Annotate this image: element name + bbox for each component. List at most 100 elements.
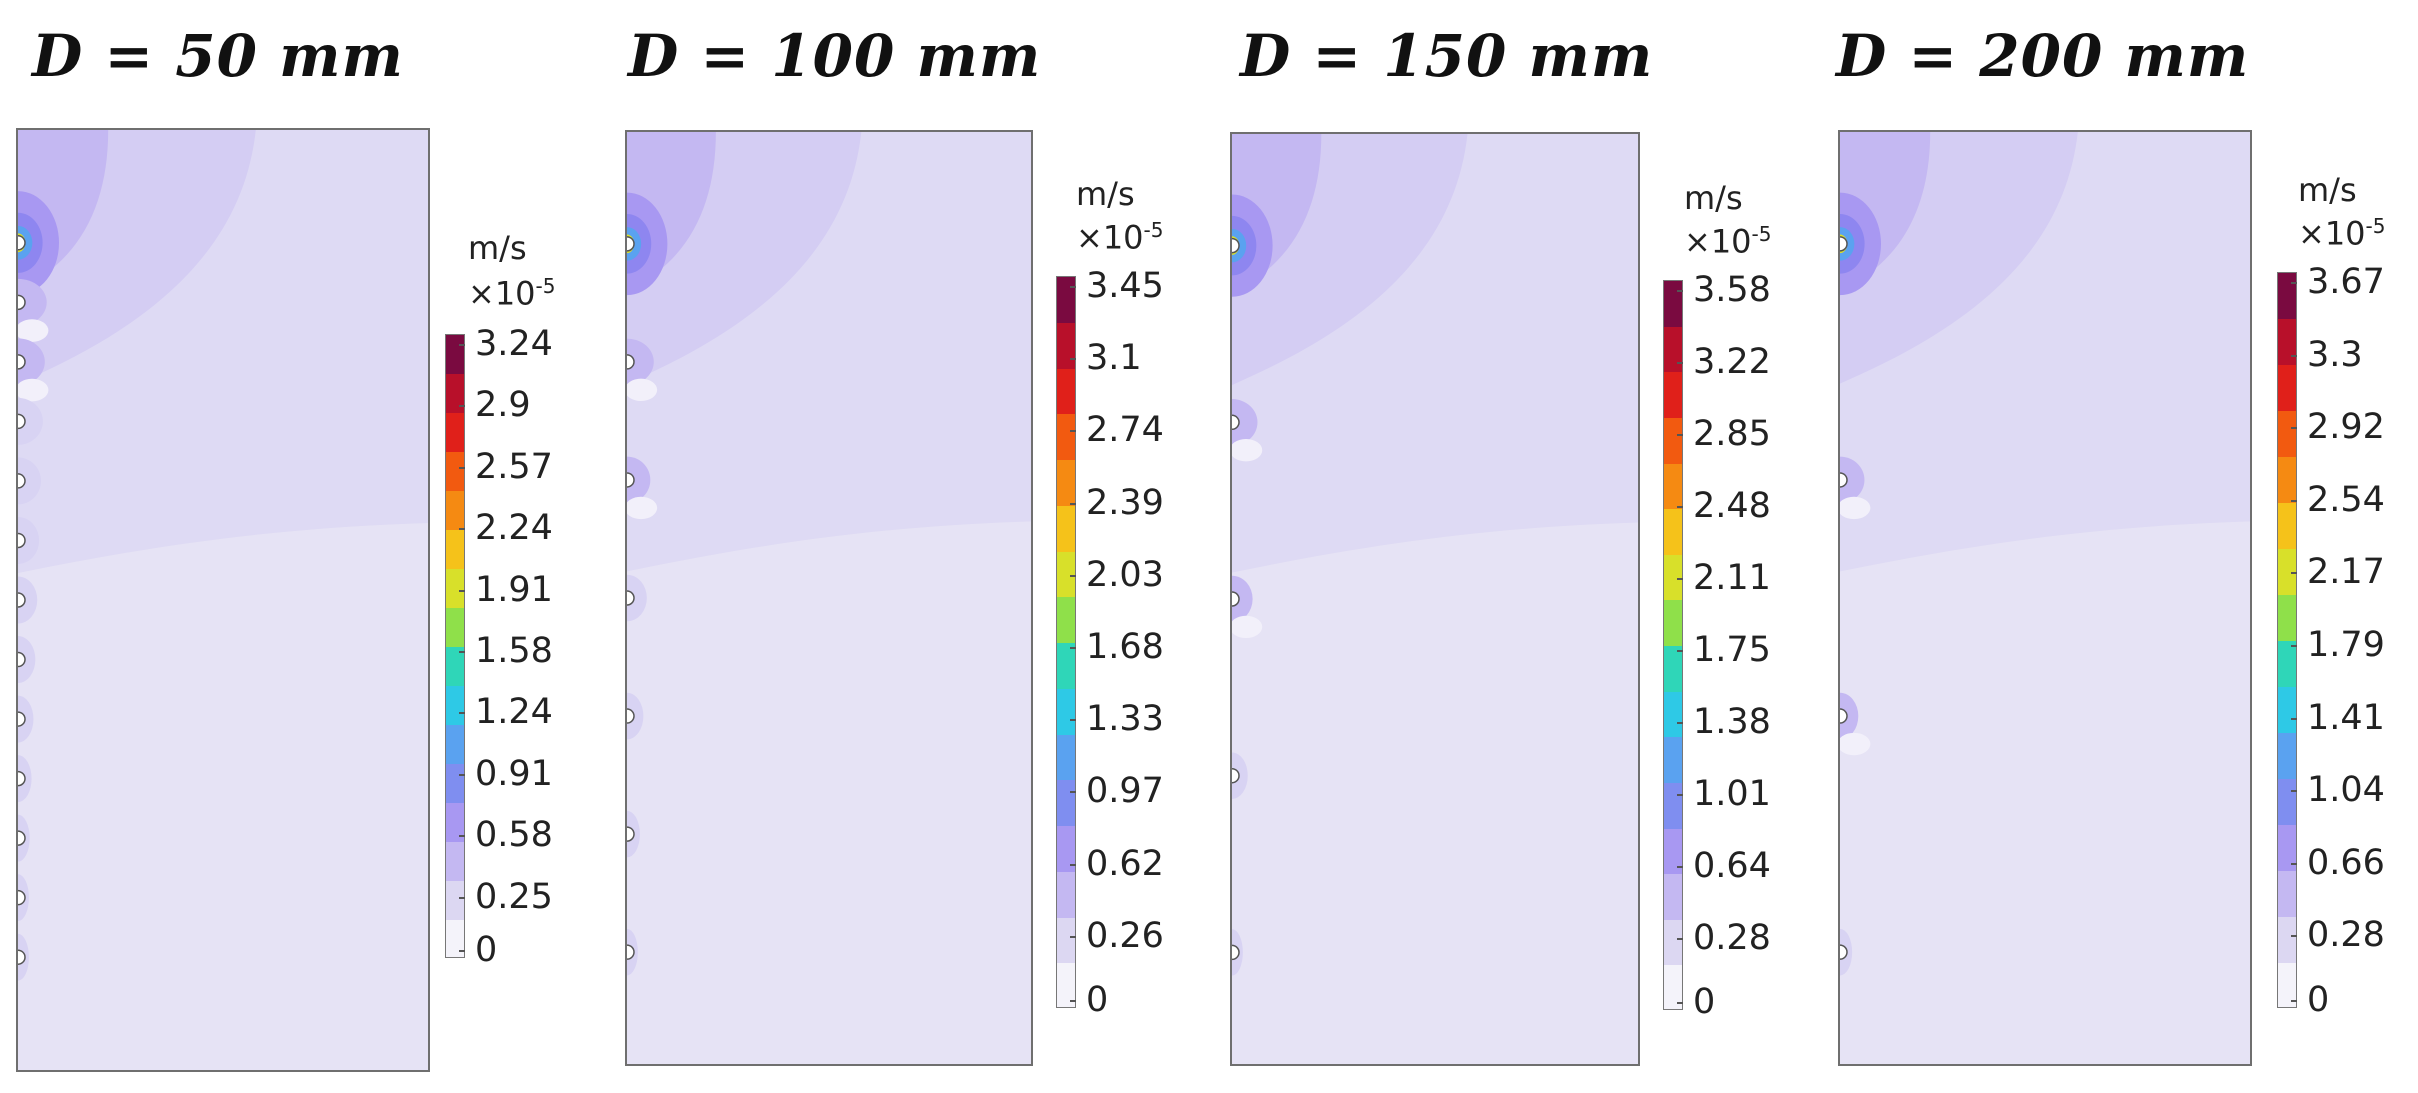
colorbar-tick-mark [1070,647,1076,649]
colorbar-tick-mark [2291,499,2297,502]
source-point [18,651,26,668]
source-point [627,826,635,842]
source-halo [18,576,38,624]
source-point [18,592,26,608]
colorbar-tick-mark [1677,506,1683,508]
source-point [1840,236,1848,252]
colorbar-tick-mark [459,344,465,346]
colorbar [445,334,465,958]
white-pocket [18,319,49,342]
colorbar-tick-label: 1.33 [1086,699,1164,740]
colorbar-segment [446,608,464,647]
colorbar-tick-mark [1070,358,1076,361]
colorbar-segment [1664,782,1682,829]
colorbar-tick-label: 0.25 [475,876,553,917]
source-point [1232,767,1240,784]
colorbar-tick-label: 1.75 [1693,630,1771,670]
colorbar-tick-mark [1677,866,1683,868]
source-halo [1232,575,1253,623]
colorbar-tick-label: 0.28 [2307,915,2385,956]
colorbar-tick-mark [1677,1002,1683,1004]
colorbar [1056,276,1076,1008]
colorbar-tick-mark [1070,935,1076,938]
source-point [627,354,635,370]
white-pocket [627,378,658,402]
scale-exponent: -5 [535,274,556,298]
colorbar-segment [1057,917,1075,964]
lower-zone [1232,522,1638,1064]
colorbar-segment [1664,646,1682,692]
source-point [18,889,26,906]
colorbar-tick-mark [2291,862,2297,865]
source-halo [18,516,40,564]
colorbar-tick-mark [2291,935,2297,938]
colorbar-tick-label: 1.24 [475,692,553,733]
colorbar-segment [446,842,464,881]
colorbar-segment [1057,551,1075,598]
source-halo [18,457,42,505]
white-pocket [18,378,49,402]
colorbar-tick-label: 0.91 [475,753,553,794]
scale-exponent: -5 [1143,218,1164,242]
colorbar-segment [2278,687,2296,733]
colorbar-tick-mark [2291,717,2297,720]
colorbar-tick-label: 0.66 [2307,842,2385,883]
colorbar-segment [446,803,464,842]
unit-label: m/s [1076,175,1135,213]
source-point [18,949,26,965]
colorbar-segment [1664,417,1682,464]
colorbar-segment [2278,273,2296,319]
colorbar-tick-label: 0.97 [1086,771,1164,812]
colorbar-tick-label: 2.9 [475,385,531,426]
colorbar-tick-label: 2.92 [2307,407,2385,448]
source-halo [1232,752,1248,799]
colorbar-tick-mark [459,950,465,952]
colorbar-segment [2278,319,2296,365]
colorbar-tick-mark [1070,719,1076,722]
source-point [1232,944,1240,961]
scale-prefix: ×10 [1076,218,1144,257]
colorbar-segment [2278,963,2296,1007]
colorbar-tick-label: 0 [1086,980,1109,1020]
colorbar-tick-label: 2.74 [1086,410,1164,451]
colorbar-tick-label: 1.58 [475,631,553,671]
colorbar-tick-mark [1677,434,1683,436]
colorbar-tick-label: 1.41 [2307,697,2385,738]
colorbar-tick-label: 3.3 [2307,334,2363,375]
colorbar-tick-label: 0.58 [475,815,553,856]
lower-zone [627,521,1031,1064]
colorbar-segment [1664,509,1682,555]
colorbar-tick-label: 2.54 [2307,479,2385,520]
colorbar-tick-mark [1070,863,1076,866]
colorbar-tick-mark [1677,650,1683,652]
colorbar-tick-mark [2291,1000,2297,1002]
colorbar-tick-label: 3.58 [1693,270,1771,310]
white-pocket [1840,496,1871,520]
scale-label: ×10-5 [468,276,555,310]
colorbar-tick-mark [1070,286,1076,288]
colorbar-segment [446,491,464,530]
colorbar-segment [1057,688,1075,735]
source-point [1232,237,1240,254]
colorbar-tick-mark [459,896,465,899]
velocity-contour-field [1840,132,2250,1064]
colorbar-segment [2278,365,2296,411]
source-point [1232,414,1240,431]
source-halo [627,692,644,740]
colorbar-tick-mark [1070,791,1076,794]
colorbar-tick-mark [1070,502,1076,505]
colorbar-segment [446,686,464,725]
colorbar-segment [1664,326,1682,373]
scale-prefix: ×10 [2298,214,2366,253]
source-halo [18,397,43,445]
colorbar-tick-label: 0.26 [1086,915,1164,956]
colorbar-tick-mark [2291,645,2297,647]
colorbar [2277,272,2297,1008]
colorbar-segment [2278,825,2296,871]
colorbar-segment [1057,963,1075,1007]
colorbar-segment [2278,411,2296,457]
source-halo [1840,692,1859,740]
colorbar-segment [1057,871,1075,918]
source-point [18,235,26,251]
colorbar-segment [1664,828,1682,875]
